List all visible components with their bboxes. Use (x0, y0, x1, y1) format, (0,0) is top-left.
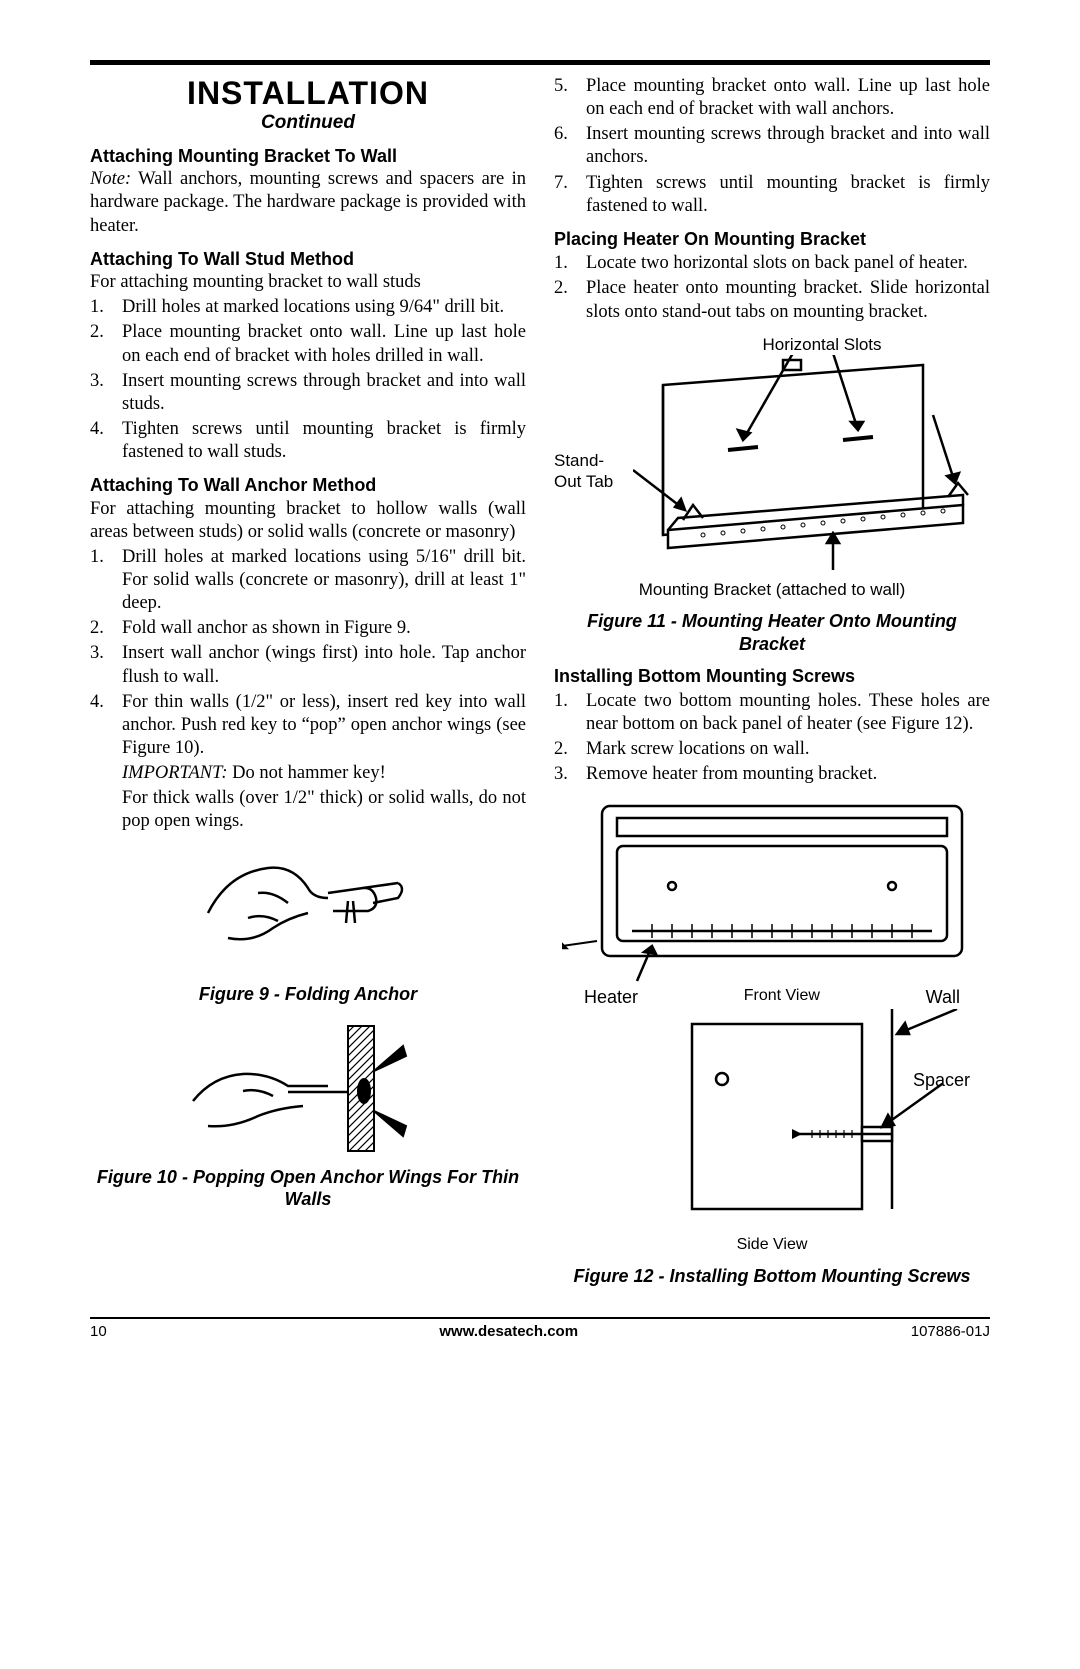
hslots-label: Horizontal Slots (654, 334, 990, 355)
sec5-head: Installing Bottom Mounting Screws (554, 665, 990, 688)
fig10-caption: Figure 10 - Popping Open Anchor Wings Fo… (90, 1166, 526, 1211)
sec5-steps: Locate two bottom mounting holes. These … (554, 690, 990, 787)
sec3-s2: Fold wall anchor as shown in Figure 9. (90, 617, 526, 640)
sec3-s3: Insert wall anchor (wings first) into ho… (90, 642, 526, 688)
sec1-head: Attaching Mounting Bracket To Wall (90, 145, 526, 168)
sec5-s1: Locate two bottom mounting holes. These … (554, 690, 990, 736)
sec1-note: Note: Wall anchors, mounting screws and … (90, 168, 526, 237)
page-title: INSTALLATION (90, 73, 526, 113)
important-label: IMPORTANT: (122, 763, 228, 783)
sec2-s1: Drill holes at marked locations using 9/… (90, 296, 526, 319)
continued-label: Continued (90, 111, 526, 135)
spacer-label: Spacer (913, 1070, 970, 1090)
fig11-caption: Figure 11 - Mounting Heater Onto Mountin… (554, 610, 990, 655)
wall-label: Wall (926, 986, 960, 1009)
cont-s6: Insert mounting screws through bracket a… (554, 123, 990, 169)
sec3-s4: For thin walls (1/2" or less), insert re… (90, 691, 526, 760)
figure-12: Heater Front View Wall (554, 796, 990, 1255)
fig9-caption: Figure 9 - Folding Anchor (90, 983, 526, 1006)
sec3-s1: Drill holes at marked locations using 5/… (90, 546, 526, 615)
sec5-s3: Remove heater from mounting bracket. (554, 763, 990, 786)
mounting-bracket-illustration (633, 355, 983, 575)
page-footer: 10 www.desatech.com 107886-01J (90, 1317, 990, 1340)
sec2-intro: For attaching mounting bracket to wall s… (90, 271, 526, 294)
sec4-head: Placing Heater On Mounting Bracket (554, 228, 990, 251)
sec3-head: Attaching To Wall Anchor Method (90, 474, 526, 497)
sec2-head: Attaching To Wall Stud Method (90, 248, 526, 271)
page-number: 10 (90, 1323, 107, 1340)
sec3-important: IMPORTANT: Do not hammer key! (90, 762, 526, 785)
note-label: Note: (90, 169, 131, 189)
sec4-s1: Locate two horizontal slots on back pane… (554, 252, 990, 275)
figure-11: Horizontal Slots Stand- Out Tab (554, 334, 990, 601)
cont-steps: Place mounting bracket onto wall. Line u… (554, 75, 990, 218)
spacer-label-wrap: Spacer (554, 1069, 990, 1093)
top-rule (90, 60, 990, 65)
content-columns: INSTALLATION Continued Attaching Mountin… (90, 73, 990, 1297)
sec3-intro: For attaching mounting bracket to hollow… (90, 498, 526, 544)
cont-s7: Tighten screws until mounting bracket is… (554, 172, 990, 218)
sec4-steps: Locate two horizontal slots on back pane… (554, 252, 990, 323)
sec3-extra: For thick walls (over 1/2" thick) or sol… (90, 787, 526, 833)
folding-anchor-illustration (198, 843, 418, 973)
note-text: Wall anchors, mounting screws and spacer… (90, 169, 526, 235)
figure-9 (90, 843, 526, 973)
sec3-steps: Drill holes at marked locations using 5/… (90, 546, 526, 760)
bracket-label: Mounting Bracket (attached to wall) (554, 579, 990, 600)
fig12-top-labels: Heater Front View Wall (554, 986, 990, 1009)
popping-anchor-illustration (188, 1016, 428, 1156)
front-view-illustration (562, 796, 982, 986)
side-view-label: Side View (554, 1233, 990, 1255)
sec2-s4: Tighten screws until mounting bracket is… (90, 418, 526, 464)
standout-tab-label: Stand- Out Tab (554, 355, 626, 493)
cont-s5: Place mounting bracket onto wall. Line u… (554, 75, 990, 121)
important-text: Do not hammer key! (228, 763, 386, 783)
front-view-label: Front View (744, 986, 820, 1009)
heater-label: Heater (584, 986, 638, 1009)
sec5-s2: Mark screw locations on wall. (554, 738, 990, 761)
doc-number: 107886-01J (911, 1323, 990, 1340)
left-column: INSTALLATION Continued Attaching Mountin… (90, 73, 526, 1297)
fig12-caption: Figure 12 - Installing Bottom Mounting S… (554, 1265, 990, 1288)
sec4-s2: Place heater onto mounting bracket. Slid… (554, 277, 990, 323)
side-view-illustration (562, 1009, 982, 1229)
right-column: Place mounting bracket onto wall. Line u… (554, 73, 990, 1297)
footer-url: www.desatech.com (439, 1323, 578, 1340)
sec2-s2: Place mounting bracket onto wall. Line u… (90, 321, 526, 367)
sec2-s3: Insert mounting screws through bracket a… (90, 370, 526, 416)
sec2-steps: Drill holes at marked locations using 9/… (90, 296, 526, 464)
figure-10 (90, 1016, 526, 1156)
